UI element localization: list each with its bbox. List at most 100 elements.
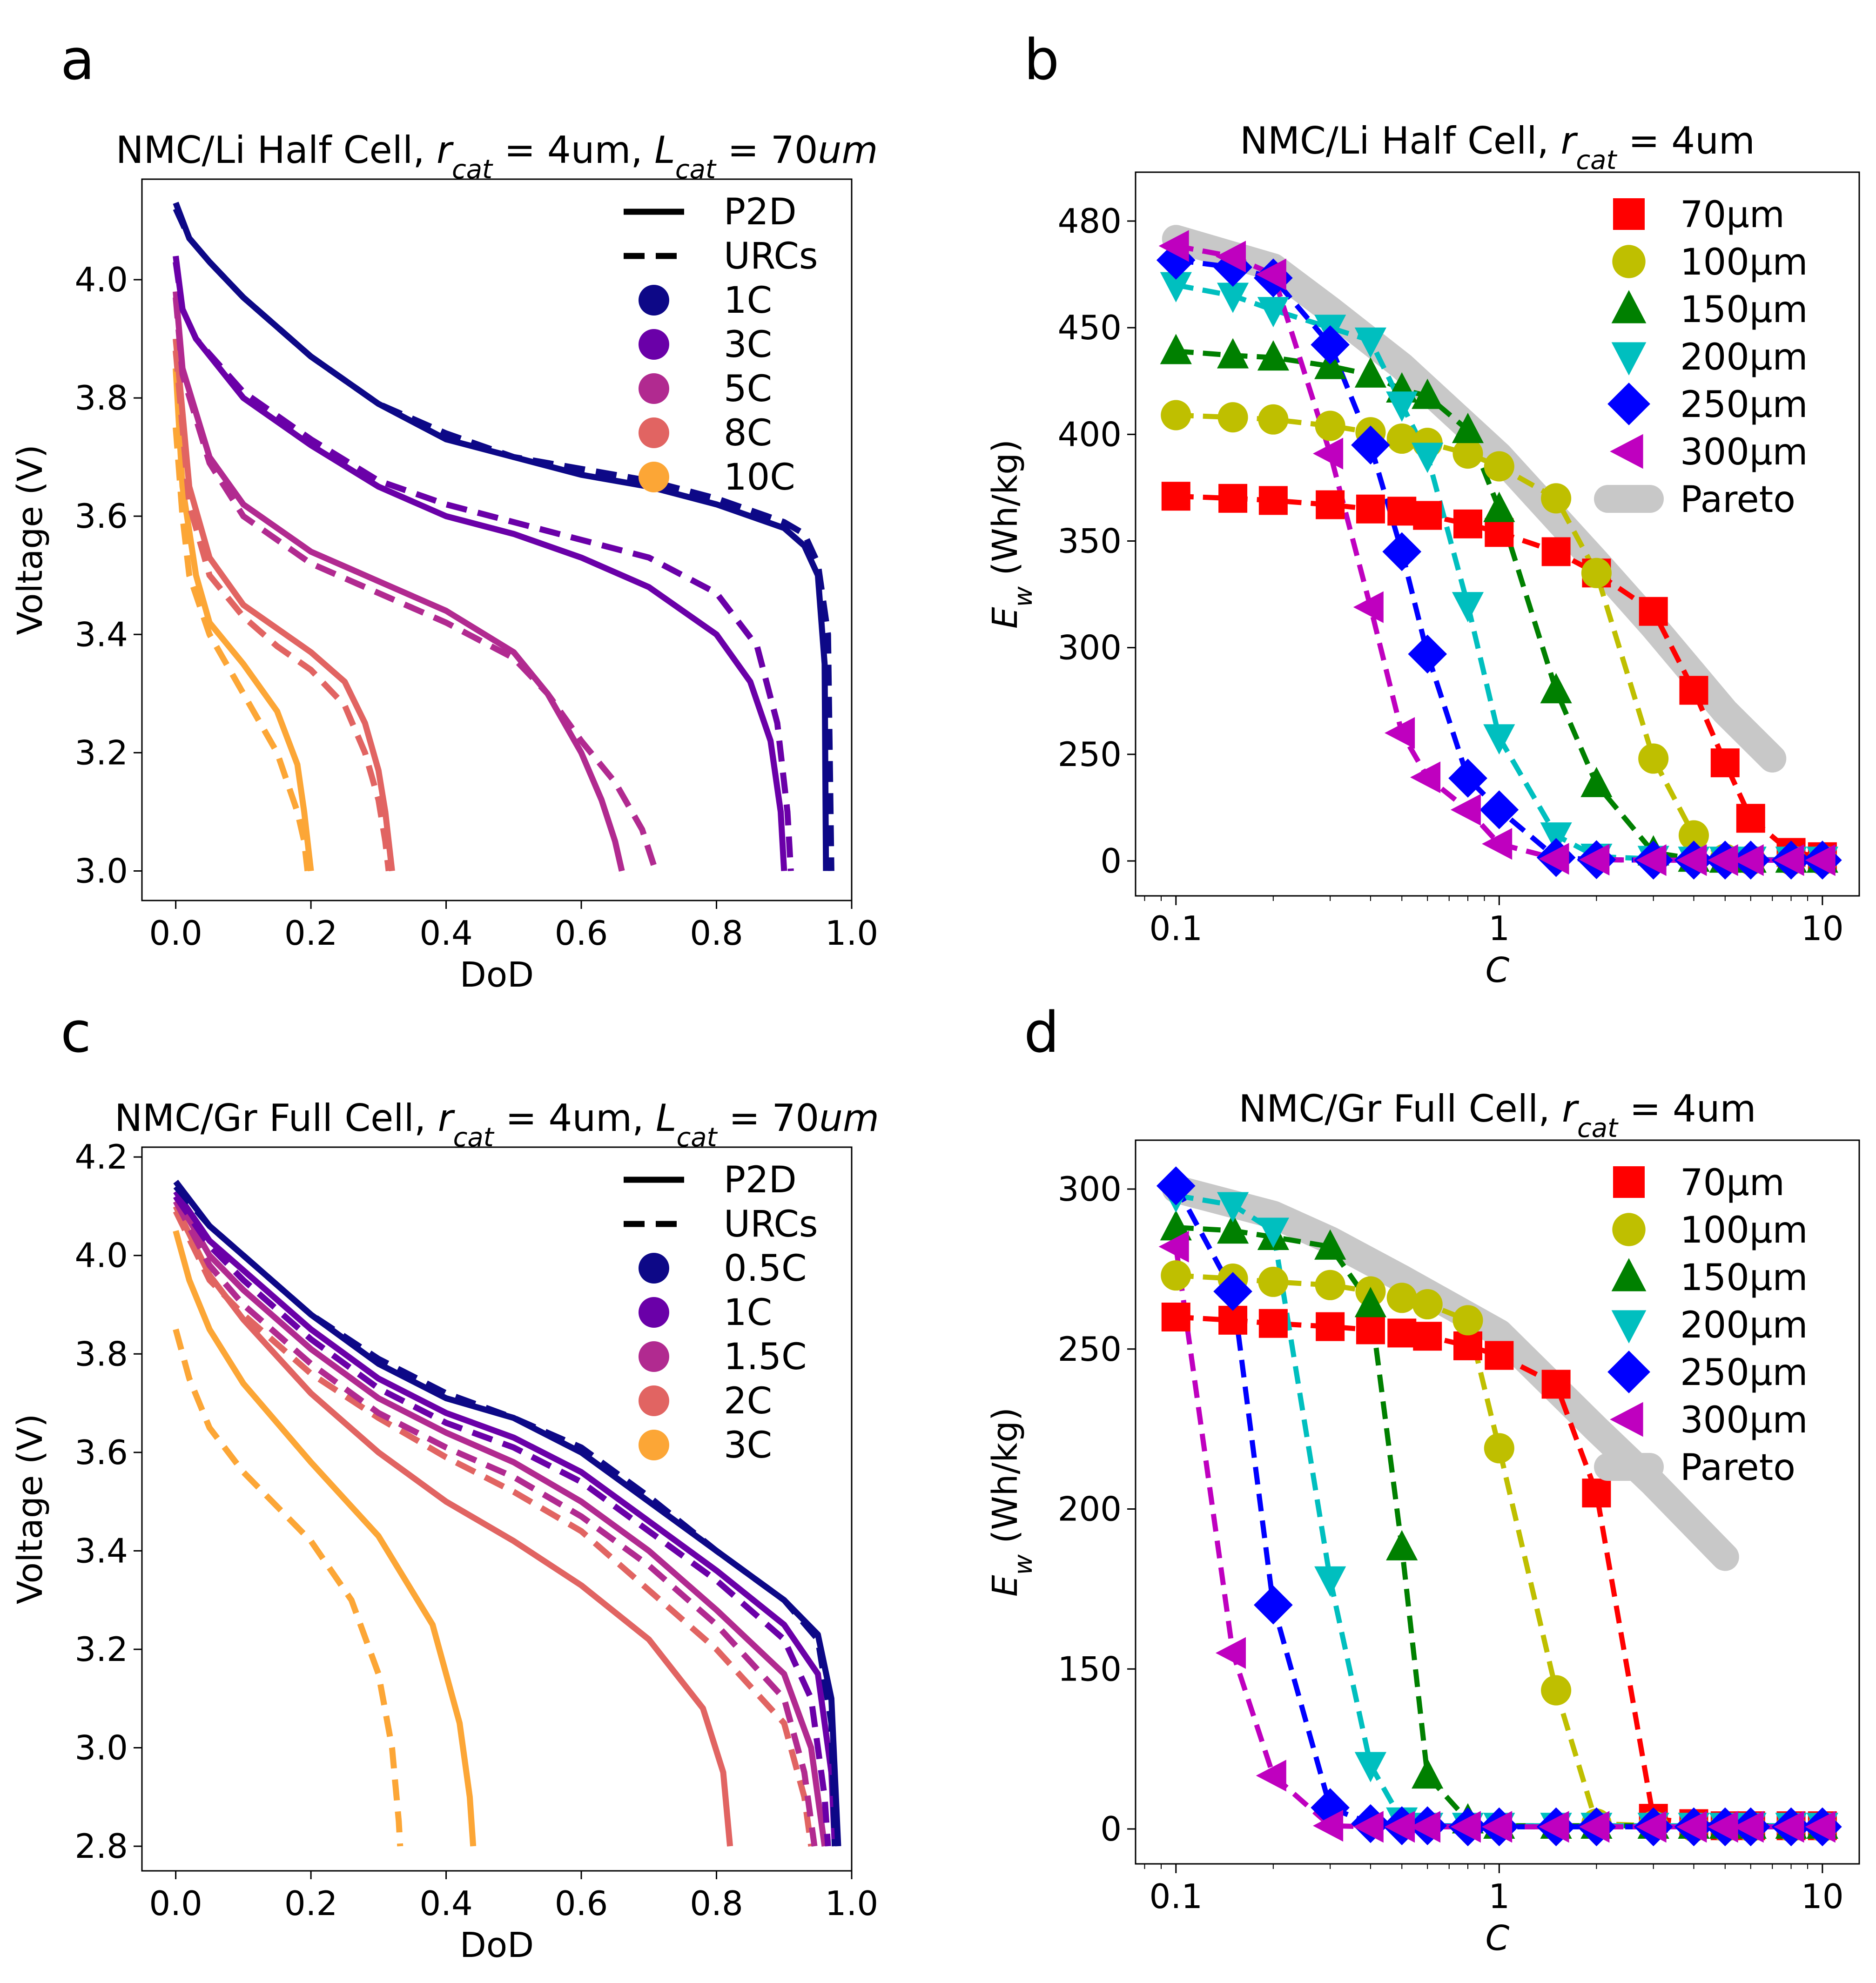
marker-250μm — [1382, 532, 1422, 571]
p2d-line-1C — [173, 202, 829, 871]
x-tick-label: 0.6 — [555, 1884, 608, 1923]
y-tick-label: 450 — [1058, 308, 1122, 347]
legend-label: 100μm — [1680, 242, 1808, 283]
x-axis-label: C — [1486, 950, 1510, 990]
legend-label: 250μm — [1680, 1352, 1808, 1394]
marker-100μm — [1412, 1289, 1443, 1320]
plot-frame-d — [1135, 1139, 1860, 1865]
marker-150μm — [1483, 491, 1515, 522]
marker-100μm — [1217, 402, 1248, 433]
legend-label: 70μm — [1680, 1162, 1785, 1204]
y-tick-label: 250 — [1058, 735, 1122, 774]
title-part: um — [818, 128, 878, 172]
legend-label: URCs — [724, 235, 818, 277]
title-part: cat — [452, 155, 493, 185]
x-tick-label: 0.1 — [1150, 909, 1203, 948]
marker-300μm — [1410, 1811, 1441, 1843]
marker-200μm — [1483, 724, 1515, 755]
marker-70μm — [1453, 1331, 1483, 1360]
marker-150μm — [1386, 1530, 1418, 1560]
y-axis-label-part: (Wh/kg) — [985, 1407, 1025, 1554]
marker-200μm — [1452, 592, 1484, 623]
p2d-line-5C — [173, 291, 625, 872]
y-axis-label-part: (Wh/kg) — [985, 439, 1025, 586]
marker-300μm — [1353, 1811, 1384, 1843]
legend-label: 1C — [724, 1292, 772, 1334]
legend-marker-1.5C — [639, 1341, 669, 1372]
marker-300μm — [1450, 1811, 1481, 1843]
marker-70μm — [1485, 518, 1514, 547]
marker-70μm — [1316, 1312, 1345, 1341]
legend-label: P2D — [724, 191, 797, 233]
legend-marker-250μm — [1607, 1351, 1650, 1393]
marker-150μm — [1540, 673, 1572, 704]
y-tick-label: 400 — [1058, 415, 1122, 454]
marker-70μm — [1582, 1479, 1611, 1508]
marker-150μm — [1354, 357, 1386, 388]
marker-150μm — [1257, 340, 1289, 371]
marker-300μm — [1733, 844, 1764, 876]
title-part: cat — [1576, 145, 1617, 175]
marker-70μm — [1485, 1341, 1514, 1370]
legend-marker-1C — [639, 1297, 669, 1328]
marker-250μm — [1479, 790, 1519, 829]
y-tick-label: 3.4 — [74, 1531, 128, 1570]
y-tick-label: 4.2 — [74, 1137, 128, 1176]
marker-100μm — [1258, 1266, 1289, 1297]
marker-70μm — [1710, 748, 1740, 778]
legend-label: 300μm — [1680, 1399, 1808, 1441]
marker-70μm — [1258, 486, 1288, 515]
y-tick-label: 480 — [1058, 202, 1122, 241]
marker-70μm — [1387, 497, 1417, 526]
title-part: cat — [677, 1123, 718, 1153]
ticks-c: 0.0 0.2 0.4 0.6 0.8 1.0 2.8 3.0 3.2 3.4 3.6 3.8 4.0 4… — [74, 1137, 878, 1923]
marker-300μm — [1805, 844, 1836, 876]
legend-label: 150μm — [1680, 1257, 1808, 1299]
marker-100μm — [1161, 1260, 1191, 1291]
marker-70μm — [1161, 1303, 1190, 1331]
marker-300μm — [1256, 258, 1286, 290]
title-part: r — [1562, 1087, 1580, 1130]
urc-line-5C — [173, 297, 659, 872]
urc-line-2C — [173, 1210, 814, 1847]
panel-label-b: b — [1024, 28, 1060, 93]
plot-title-a: NMC/Li Half Cell, rcat = 4um, Lcat = 70u… — [116, 128, 878, 185]
marker-300μm — [1450, 793, 1481, 826]
marker-150μm — [1160, 1210, 1192, 1241]
p2d-line-3C — [173, 255, 787, 871]
marker-100μm — [1315, 410, 1345, 441]
marker-300μm — [1579, 844, 1610, 876]
y-axis-label-part: E — [985, 1575, 1025, 1597]
marker-100μm — [1452, 1305, 1483, 1336]
plot-frame-a — [141, 178, 853, 901]
title-part: r — [438, 1096, 456, 1140]
p2d-line-0.5C — [173, 1180, 841, 1847]
legend-marker-2C — [639, 1385, 669, 1416]
legend-label: 8C — [724, 412, 772, 454]
p2d-line-2C — [173, 1205, 733, 1847]
y-tick-label: 3.0 — [74, 851, 128, 890]
title-part: cat — [453, 1123, 495, 1153]
marker-300μm — [1158, 230, 1189, 262]
y-axis-label: Ew (Wh/kg) — [985, 439, 1038, 629]
marker-100μm — [1484, 1433, 1514, 1464]
y-tick-label: 3.4 — [74, 615, 128, 654]
marker-70μm — [1387, 1318, 1417, 1348]
x-tick-label: 0.0 — [149, 914, 202, 953]
title-part: cat — [1577, 1113, 1619, 1143]
marker-70μm — [1413, 501, 1442, 530]
urc-line-10C — [173, 427, 311, 872]
y-axis-label-part: w — [1009, 586, 1038, 607]
marker-250μm — [1408, 634, 1447, 674]
title-part: um — [819, 1096, 879, 1140]
x-tick-label: 0.2 — [284, 1884, 338, 1923]
plot-title-d: NMC/Gr Full Cell, rcat = 4um — [1239, 1087, 1756, 1143]
title-part: = 70 — [717, 1096, 820, 1140]
plot-title-c: NMC/Gr Full Cell, rcat = 4um, Lcat = 70u… — [114, 1096, 879, 1153]
marker-100μm — [1541, 1675, 1572, 1706]
panel-label-d: d — [1024, 1001, 1060, 1065]
legend-label: URCs — [724, 1203, 818, 1245]
legend-d: 70μm 100μm 150μm 200μm 250μm 300μm Pareto — [1594, 1162, 1808, 1489]
urc-line-8C — [173, 350, 392, 872]
